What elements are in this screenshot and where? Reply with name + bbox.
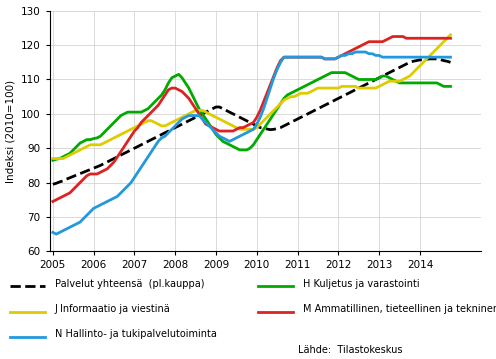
Palvelut yhteensä  (pl.kauppa) [186, 118, 192, 123]
M Ammatillinen, tieteellinen ja tekninen toiminta [390, 34, 396, 39]
J Informaatio ja viestinä [186, 112, 192, 116]
M Ammatillinen, tieteellinen ja tekninen toiminta [186, 96, 192, 101]
N Hallinto- ja tukipalvelutoiminta [53, 232, 59, 236]
Palvelut yhteensä  (pl.kauppa) [131, 146, 137, 150]
Line: M Ammatillinen, tieteellinen ja tekninen toiminta: M Ammatillinen, tieteellinen ja tekninen… [53, 37, 450, 201]
N Hallinto- ja tukipalvelutoiminta [98, 203, 104, 207]
Line: H Kuljetus ja varastointi: H Kuljetus ja varastointi [53, 73, 450, 160]
Text: J Informaatio ja viestinä: J Informaatio ja viestinä [55, 304, 170, 314]
J Informaatio ja viestinä [50, 157, 56, 161]
Text: N Hallinto- ja tukipalvelutoiminta: N Hallinto- ja tukipalvelutoiminta [55, 329, 216, 339]
H Kuljetus ja varastointi [328, 70, 334, 75]
M Ammatillinen, tieteellinen ja tekninen toiminta [363, 41, 369, 46]
H Kuljetus ja varastointi [325, 72, 331, 76]
J Informaatio ja viestinä [356, 86, 362, 90]
N Hallinto- ja tukipalvelutoiminta [50, 230, 56, 234]
H Kuljetus ja varastointi [131, 110, 137, 114]
J Informaatio ja viestinä [363, 86, 369, 90]
Line: J Informaatio ja viestinä: J Informaatio ja viestinä [53, 35, 450, 159]
Palvelut yhteensä  (pl.kauppa) [427, 57, 433, 61]
H Kuljetus ja varastointi [94, 136, 100, 140]
M Ammatillinen, tieteellinen ja tekninen toiminta [131, 129, 137, 133]
M Ammatillinen, tieteellinen ja tekninen toiminta [325, 57, 331, 61]
H Kuljetus ja varastointi [186, 86, 192, 90]
J Informaatio ja viestinä [94, 143, 100, 147]
N Hallinto- ja tukipalvelutoiminta [363, 50, 369, 54]
N Hallinto- ja tukipalvelutoiminta [135, 170, 141, 174]
H Kuljetus ja varastointi [447, 84, 453, 89]
Y-axis label: Indeksi (2010=100): Indeksi (2010=100) [5, 79, 15, 183]
M Ammatillinen, tieteellinen ja tekninen toiminta [50, 199, 56, 204]
Text: Palvelut yhteensä  (pl.kauppa): Palvelut yhteensä (pl.kauppa) [55, 279, 204, 289]
N Hallinto- ja tukipalvelutoiminta [447, 55, 453, 59]
Palvelut yhteensä  (pl.kauppa) [447, 60, 453, 65]
M Ammatillinen, tieteellinen ja tekninen toiminta [356, 45, 362, 49]
N Hallinto- ja tukipalvelutoiminta [328, 57, 334, 61]
Text: M Ammatillinen, tieteellinen ja tekninen toiminta: M Ammatillinen, tieteellinen ja tekninen… [303, 304, 496, 314]
J Informaatio ja viestinä [131, 125, 137, 130]
M Ammatillinen, tieteellinen ja tekninen toiminta [94, 172, 100, 176]
Palvelut yhteensä  (pl.kauppa) [50, 182, 56, 186]
Line: Palvelut yhteensä  (pl.kauppa): Palvelut yhteensä (pl.kauppa) [53, 59, 450, 184]
N Hallinto- ja tukipalvelutoiminta [189, 113, 195, 118]
J Informaatio ja viestinä [447, 33, 453, 37]
H Kuljetus ja varastointi [50, 158, 56, 162]
Text: H Kuljetus ja varastointi: H Kuljetus ja varastointi [303, 279, 419, 289]
Line: N Hallinto- ja tukipalvelutoiminta: N Hallinto- ja tukipalvelutoiminta [53, 52, 450, 234]
M Ammatillinen, tieteellinen ja tekninen toiminta [447, 36, 453, 41]
Palvelut yhteensä  (pl.kauppa) [94, 165, 100, 169]
Palvelut yhteensä  (pl.kauppa) [356, 86, 362, 90]
J Informaatio ja viestinä [325, 86, 331, 90]
N Hallinto- ja tukipalvelutoiminta [352, 50, 358, 54]
N Hallinto- ja tukipalvelutoiminta [370, 52, 375, 56]
Palvelut yhteensä  (pl.kauppa) [325, 101, 331, 106]
Palvelut yhteensä  (pl.kauppa) [363, 83, 369, 87]
H Kuljetus ja varastointi [359, 77, 365, 81]
H Kuljetus ja varastointi [366, 77, 372, 81]
Text: Lähde:  Tilastokeskus: Lähde: Tilastokeskus [298, 345, 402, 355]
